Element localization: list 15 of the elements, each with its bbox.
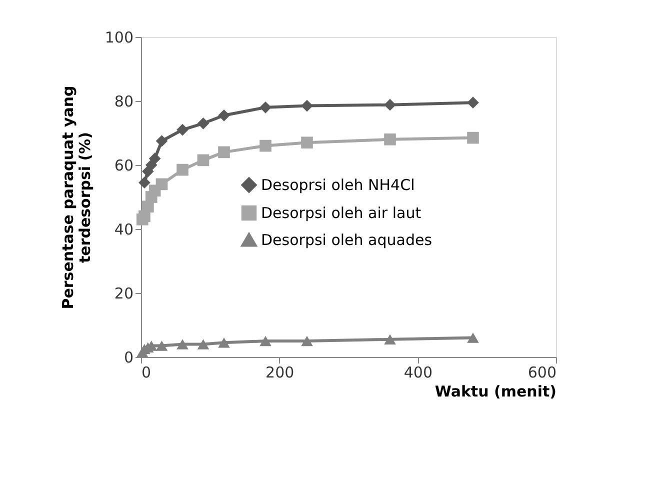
x-tick-label: 200: [266, 364, 294, 382]
x-tick-label: 400: [404, 364, 432, 382]
x-axis-title: Waktu (menit): [434, 382, 556, 400]
legend-label: Desorpsi oleh aquades: [261, 231, 432, 249]
y-axis-title: Persentase paraquat yang terdesorpsi (%): [58, 86, 94, 310]
legend-label: Desorpsi oleh air laut: [261, 204, 422, 222]
y-tick-label: 20: [114, 284, 134, 302]
legend-label: Desoprsi oleh NH4Cl: [261, 176, 415, 194]
y-tick-label: 80: [114, 92, 134, 110]
y-tick-label: 60: [114, 156, 134, 174]
y-tick-label: 0: [124, 348, 134, 366]
x-tick-label: 600: [528, 364, 556, 382]
x-tick-label: 0: [142, 364, 152, 382]
y-tick-label: 100: [104, 28, 134, 46]
y-tick-label: 40: [114, 220, 134, 238]
